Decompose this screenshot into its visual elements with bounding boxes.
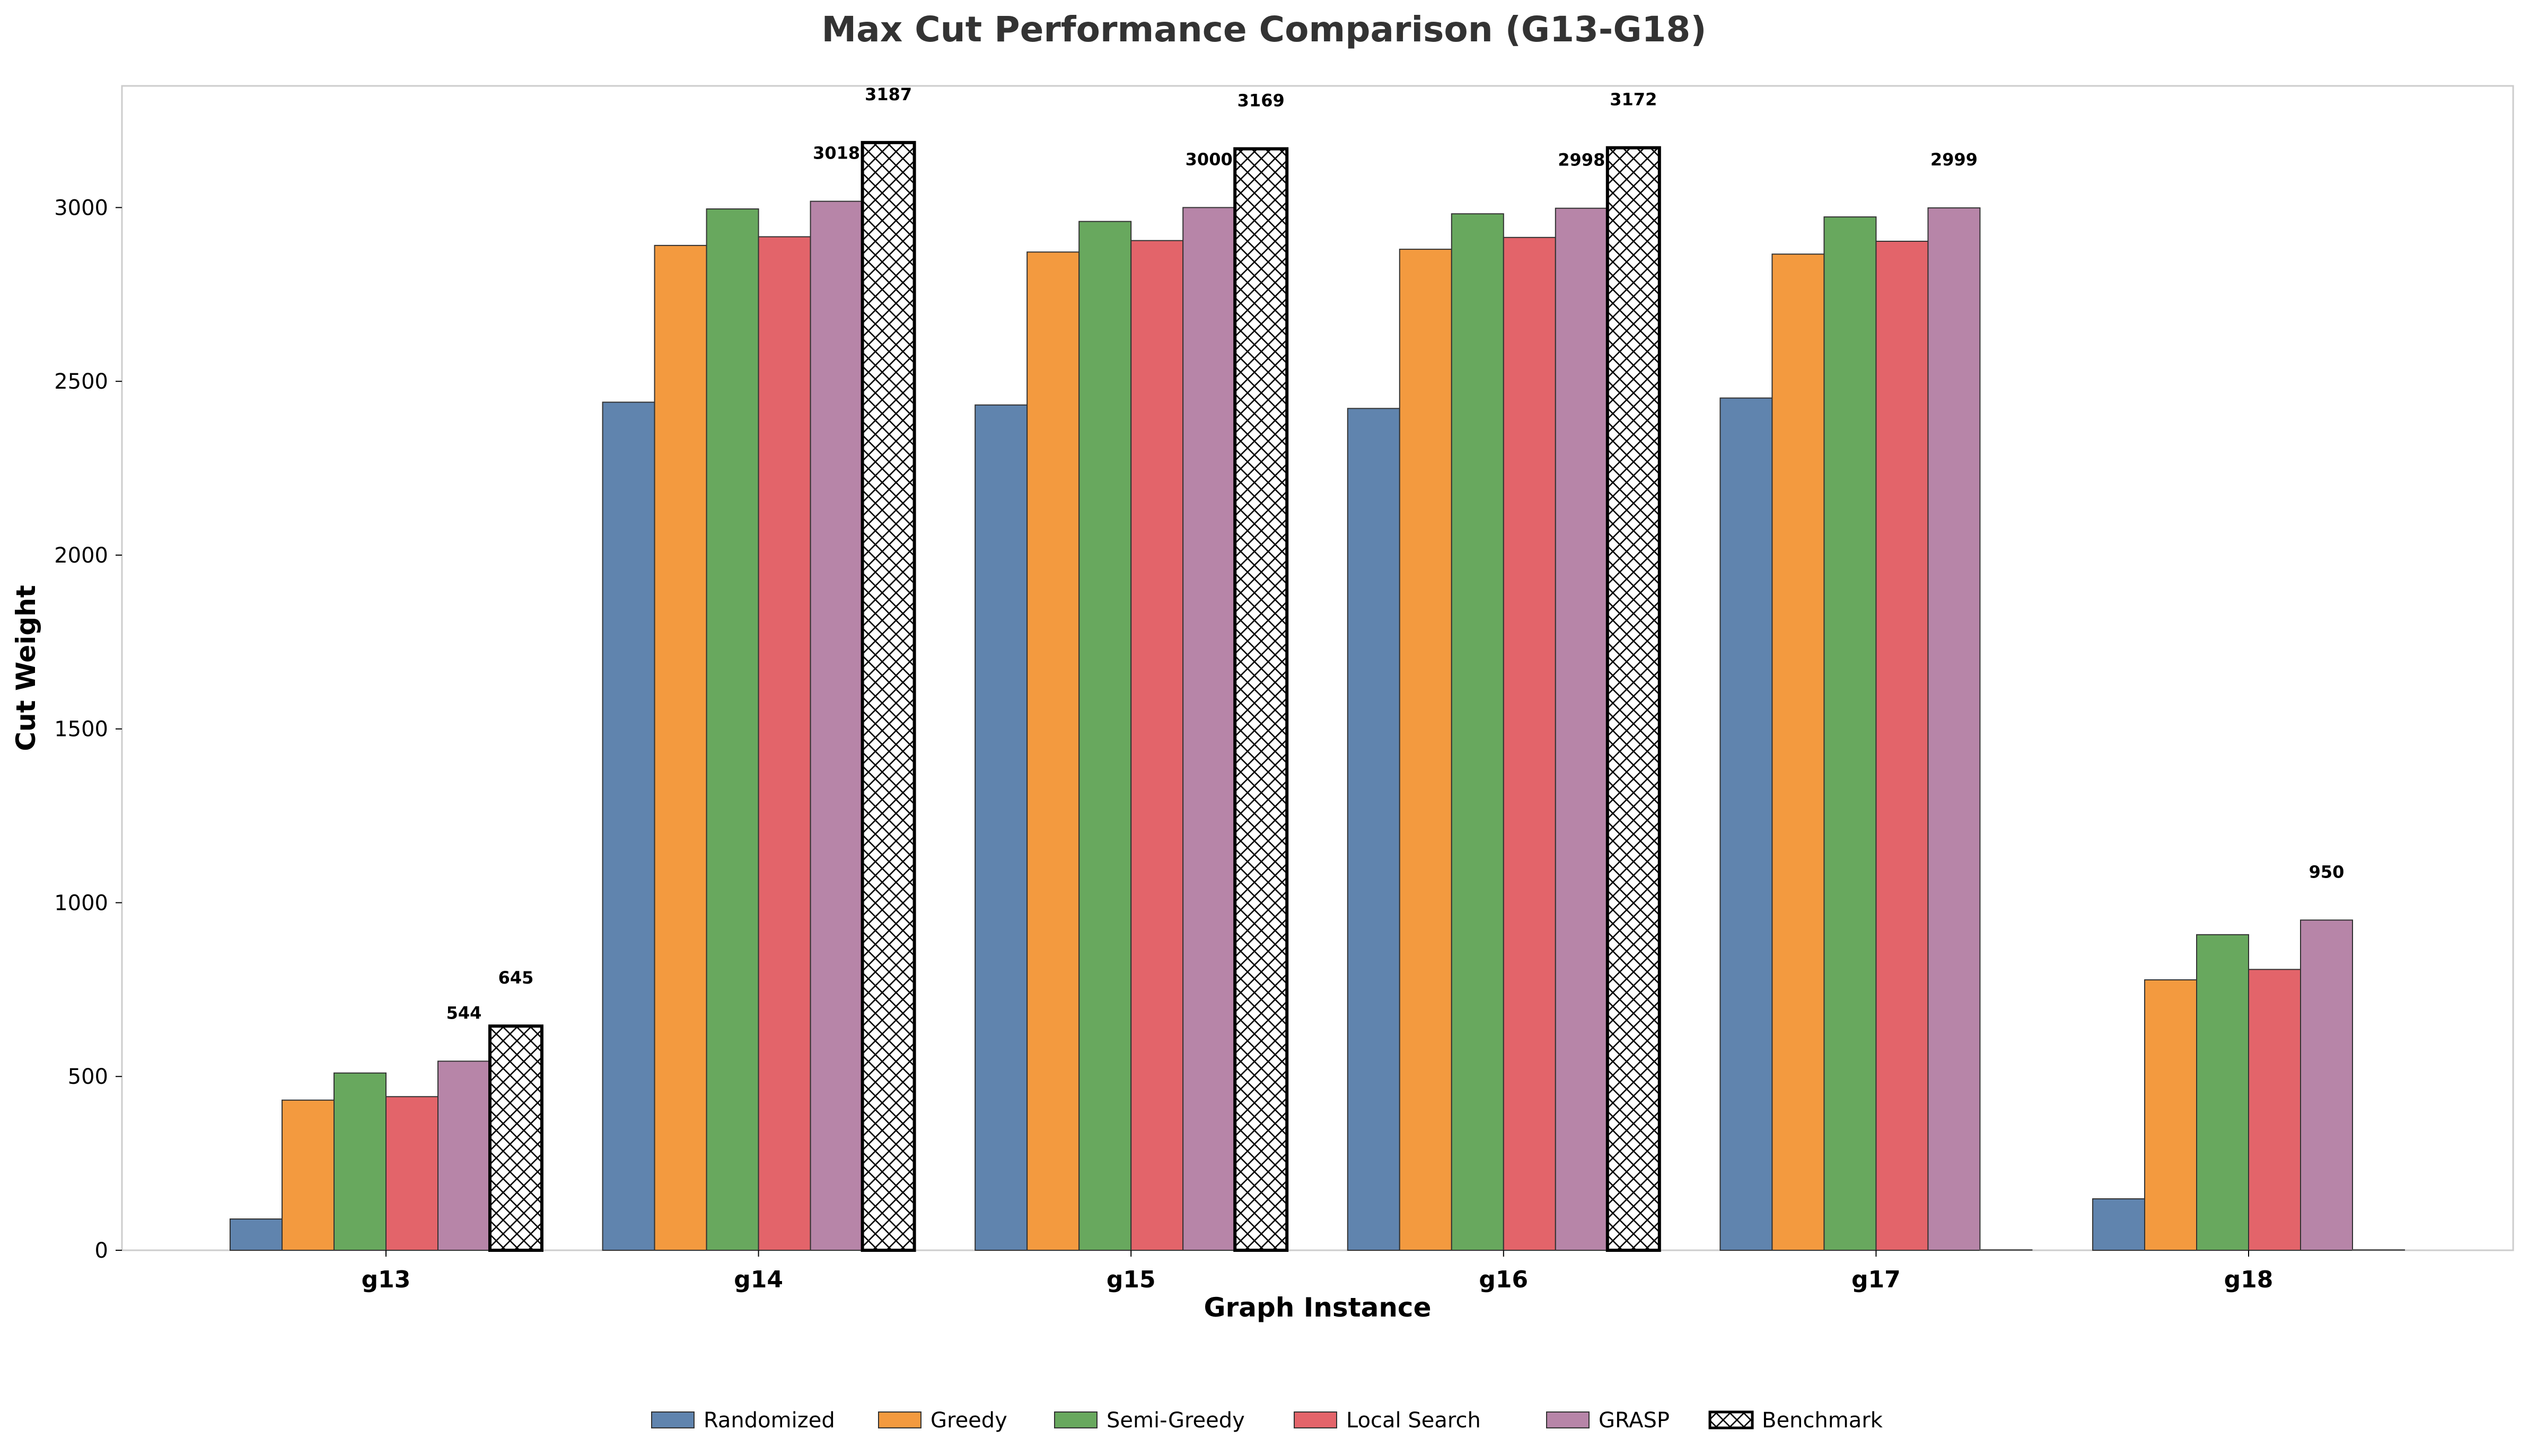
bar-value-label: 544	[446, 1003, 482, 1023]
x-tick-label-g15: g15	[1107, 1266, 1156, 1293]
bar-randomized-g17	[1719, 397, 1773, 1251]
bar-greedy-g14	[654, 244, 707, 1251]
x-tick-label-g16: g16	[1479, 1266, 1528, 1293]
bar-greedy-g16	[1399, 249, 1452, 1251]
bar-semi-greedy-g15	[1078, 221, 1132, 1251]
bar-value-label: 2999	[1930, 150, 1978, 170]
bar-greedy-g17	[1771, 253, 1825, 1251]
bar-randomized-g18	[2092, 1198, 2145, 1251]
bar-greedy-g18	[2144, 979, 2197, 1251]
bar-local-search-g18	[2248, 969, 2301, 1251]
bar-local-search-g14	[758, 236, 811, 1251]
legend-label: GRASP	[1599, 1408, 1670, 1433]
bar-local-search-g17	[1875, 241, 1929, 1251]
bar-randomized-g15	[975, 404, 1028, 1251]
bar-value-label: 3169	[1237, 91, 1285, 111]
bar-value-label: 2998	[1558, 150, 1605, 170]
x-axis: g13 g14 g15 g16 g17 g18	[362, 1250, 2274, 1293]
bar-greedy-g15	[1026, 251, 1080, 1251]
bar-local-search-g15	[1130, 240, 1184, 1251]
bar-benchmark-g14	[861, 141, 916, 1252]
y-tick-label: 0	[95, 1239, 108, 1263]
bar-value-label: 645	[498, 968, 534, 988]
bar-randomized-g14	[602, 401, 655, 1251]
legend-swatch	[1054, 1411, 1098, 1428]
bar-grasp-g17	[1927, 207, 1981, 1251]
bar-benchmark-g16	[1605, 146, 1661, 1252]
legend-swatch	[1294, 1411, 1337, 1428]
bar-semi-greedy-g16	[1451, 213, 1504, 1251]
legend-item-randomized: Randomized	[651, 1408, 835, 1433]
legend-swatch	[651, 1411, 695, 1428]
bar-semi-greedy-g14	[706, 208, 759, 1251]
legend-item-local-search: Local Search	[1294, 1408, 1481, 1433]
bar-local-search-g13	[385, 1096, 438, 1251]
legend-swatch	[878, 1411, 921, 1428]
bar-benchmark-g15	[1233, 147, 1289, 1252]
bar-randomized-g13	[230, 1218, 283, 1251]
x-tick-label-g13: g13	[362, 1266, 411, 1293]
y-axis: 0 500 1000 1500 2000 2500 3000	[54, 196, 122, 1263]
y-tick-label: 500	[68, 1065, 108, 1089]
legend-label: Randomized	[704, 1408, 835, 1433]
y-tick-label: 1500	[54, 717, 108, 742]
bar-grasp-g16	[1555, 207, 1608, 1251]
plot-area-frame	[121, 85, 2514, 1251]
bar-semi-greedy-g13	[333, 1072, 387, 1251]
bar-grasp-g13	[437, 1060, 490, 1251]
x-axis-title: Graph Instance	[1204, 1292, 1432, 1323]
x-tick-label-g14: g14	[734, 1266, 783, 1293]
legend-label: Benchmark	[1762, 1408, 1883, 1433]
bar-labels-group: 544 645 3018 3187 3000 3169 2998 3172 2999 950	[446, 84, 2345, 1023]
legend-swatch	[1546, 1411, 1590, 1428]
bar-value-label: 3000	[1186, 149, 1233, 169]
legend-swatch	[1708, 1410, 1754, 1429]
legend: Randomized Greedy Semi-Greedy Local Search G…	[651, 1408, 1883, 1433]
bar-value-label: 950	[2309, 862, 2345, 882]
legend-item-semi-greedy: Semi-Greedy	[1054, 1408, 1245, 1433]
y-tick-label: 2500	[54, 370, 108, 394]
legend-item-grasp: GRASP	[1546, 1408, 1670, 1433]
bar-grasp-g15	[1182, 207, 1236, 1251]
y-tick-label: 2000	[54, 543, 108, 568]
legend-item-benchmark: Benchmark	[1708, 1408, 1883, 1433]
bar-value-label: 3018	[813, 143, 860, 163]
bar-value-label: 3187	[865, 84, 912, 104]
y-axis-title: Cut Weight	[11, 585, 41, 751]
bar-randomized-g16	[1347, 408, 1400, 1251]
bar-greedy-g13	[282, 1099, 335, 1251]
bars-group	[230, 141, 2405, 1252]
bar-semi-greedy-g18	[2196, 934, 2249, 1251]
legend-item-greedy: Greedy	[878, 1408, 1007, 1433]
bar-grasp-g14	[810, 200, 863, 1251]
y-tick-label: 1000	[54, 891, 108, 915]
legend-label: Greedy	[931, 1408, 1007, 1433]
legend-label: Semi-Greedy	[1107, 1408, 1245, 1433]
legend-label: Local Search	[1346, 1408, 1481, 1433]
y-tick-label: 3000	[54, 196, 108, 220]
bar-semi-greedy-g17	[1823, 216, 1877, 1251]
x-tick-label-g17: g17	[1851, 1266, 1901, 1293]
bar-grasp-g18	[2300, 919, 2353, 1251]
bar-value-label: 3172	[1610, 90, 1657, 110]
bar-local-search-g16	[1503, 236, 1556, 1251]
chart-title: Max Cut Performance Comparison (G13-G18)	[821, 9, 1706, 50]
x-tick-label-g18: g18	[2224, 1266, 2274, 1293]
bar-benchmark-g13	[488, 1024, 543, 1252]
